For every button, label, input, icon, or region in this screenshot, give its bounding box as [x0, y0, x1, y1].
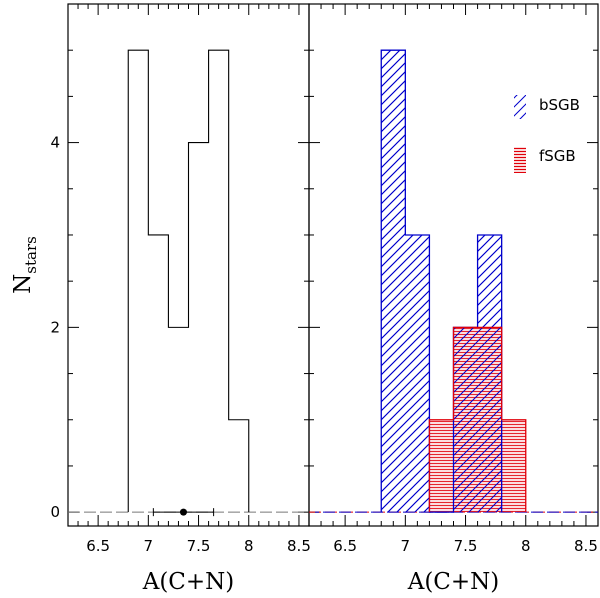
legend: bSGB fSGB: [514, 95, 580, 173]
error-point: [179, 508, 187, 516]
x-tick-label: 6.5: [86, 537, 110, 555]
x-axis-title: A(C+N): [142, 569, 235, 595]
y-axis-title: Nstars: [10, 236, 40, 294]
histogram-all-stars: [127, 49, 250, 513]
x-tick-label: 7.5: [187, 537, 211, 555]
x-tick-label: 7.5: [454, 537, 478, 555]
histogram-fsgb-outline: [428, 326, 527, 513]
x-tick-label: 8: [244, 537, 254, 555]
panel-left-axes: 6.5 7 7.5 8 8.5 0 2 4 A(C+N): [50, 3, 311, 595]
legend-label-bsgb: bSGB: [539, 96, 580, 114]
x-tick-label: 7: [144, 537, 154, 555]
histogram-bsgb-outline: [380, 49, 503, 513]
histogram-bsgb-hatch-overlay: [381, 50, 502, 513]
y-tick-label: 0: [50, 503, 60, 521]
legend-label-fsgb: fSGB: [539, 147, 576, 165]
y-axis-title-main: N: [10, 274, 36, 294]
x-tick-label: 8.5: [287, 537, 311, 555]
x-tick-label: 8: [521, 537, 531, 555]
x-tick-label: 6.5: [333, 537, 357, 555]
x-tick-label: 8.5: [574, 537, 598, 555]
y-axis-title-subscript: stars: [22, 236, 40, 274]
legend-swatch-fsgb: [514, 147, 526, 173]
x-tick-label: 7: [401, 537, 411, 555]
legend-swatch-bsgb: [514, 95, 526, 119]
y-tick-label: 2: [50, 318, 60, 336]
panel-right-axes: 6.5 7 7.5 8 8.5 A(C+N): [308, 3, 599, 595]
x-axis-title: A(C+N): [407, 569, 500, 595]
y-tick-label: 4: [50, 134, 60, 152]
